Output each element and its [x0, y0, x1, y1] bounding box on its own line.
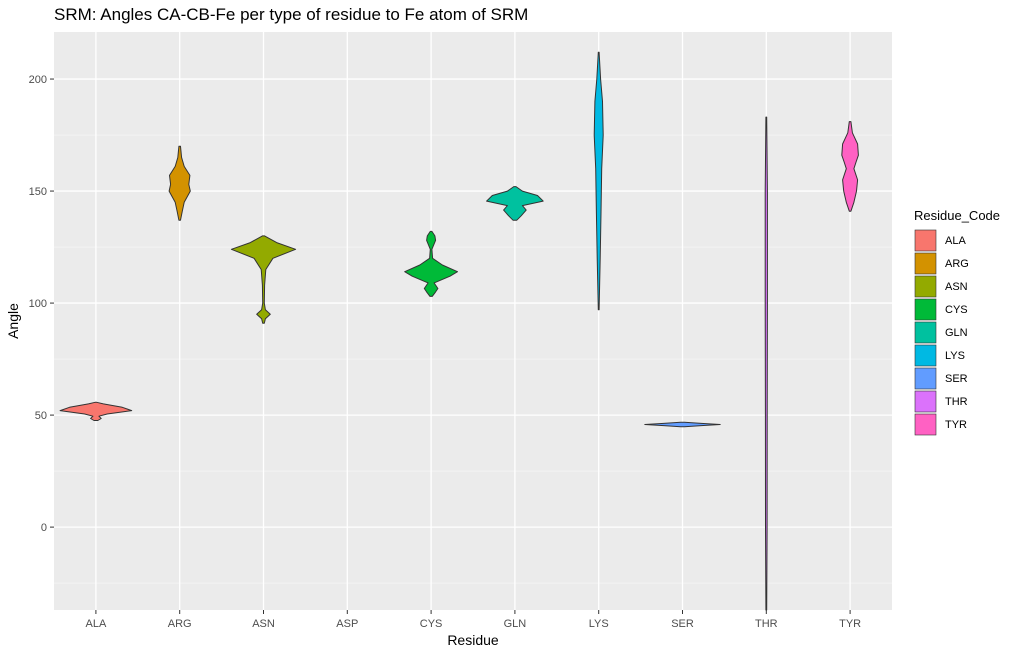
legend-key-gln: [914, 321, 937, 344]
legend-key-lys: [914, 344, 937, 367]
legend-label: GLN: [945, 327, 968, 339]
legend-label: LYS: [945, 350, 965, 362]
legend-label: ALA: [945, 235, 966, 247]
x-tick-label: TYR: [839, 618, 861, 630]
legend-items: ALA ARG ASN CYS GLN LYS SER THR TYR: [914, 229, 969, 436]
y-tick-label: 50: [35, 410, 47, 422]
violin-arg: [168, 145, 191, 221]
x-tick-label: LYS: [589, 618, 609, 630]
legend-label: ASN: [945, 281, 968, 293]
violin-tyr: [841, 121, 859, 212]
legend-key-asn: [914, 275, 937, 298]
legend-key-tyr: [914, 413, 937, 436]
x-tick-label: ASN: [252, 618, 275, 630]
legend-key-ala: [914, 229, 937, 252]
violin-ser: [644, 421, 721, 428]
y-tick-label: 150: [29, 186, 47, 198]
x-axis: ALA ARG ASN ASP CYS GLN LYS SER THR TYR: [86, 610, 861, 630]
x-tick-label: ASP: [336, 618, 358, 630]
y-axis: 0 50 100 150 200: [29, 74, 54, 534]
legend: Residue_Code ALA ARG ASN CYS GLN LYS SER THR TYR: [914, 208, 1000, 436]
violin-thr: [764, 116, 768, 611]
legend-label: THR: [945, 396, 968, 408]
x-tick-label: ARG: [168, 618, 192, 630]
violin-gln: [486, 186, 544, 221]
x-tick-label: GLN: [504, 618, 527, 630]
legend-label: SER: [945, 373, 968, 385]
violin-cys: [404, 230, 458, 297]
y-tick-label: 200: [29, 74, 47, 86]
x-tick-label: ALA: [86, 618, 107, 630]
chart-title: SRM: Angles CA-CB-Fe per type of residue…: [54, 5, 528, 24]
x-tick-label: SER: [671, 618, 694, 630]
legend-label: CYS: [945, 304, 968, 316]
x-axis-title: Residue: [447, 632, 499, 648]
violins: [59, 51, 859, 611]
violin-ala: [59, 401, 133, 421]
legend-title: Residue_Code: [914, 208, 1000, 223]
legend-key-thr: [914, 390, 937, 413]
grid-minor: [54, 134, 892, 584]
legend-key-ser: [914, 367, 937, 390]
y-tick-label: 100: [29, 298, 47, 310]
violin-asn: [230, 235, 297, 324]
violin-lys: [593, 51, 604, 311]
legend-key-arg: [914, 252, 937, 275]
legend-key-cys: [914, 298, 937, 321]
plot-panel: [54, 32, 892, 610]
x-tick-label: THR: [755, 618, 778, 630]
y-axis-title: Angle: [5, 303, 21, 339]
legend-label: TYR: [945, 419, 967, 431]
y-tick-label: 0: [41, 522, 47, 534]
legend-label: ARG: [945, 258, 969, 270]
x-tick-label: CYS: [420, 618, 443, 630]
